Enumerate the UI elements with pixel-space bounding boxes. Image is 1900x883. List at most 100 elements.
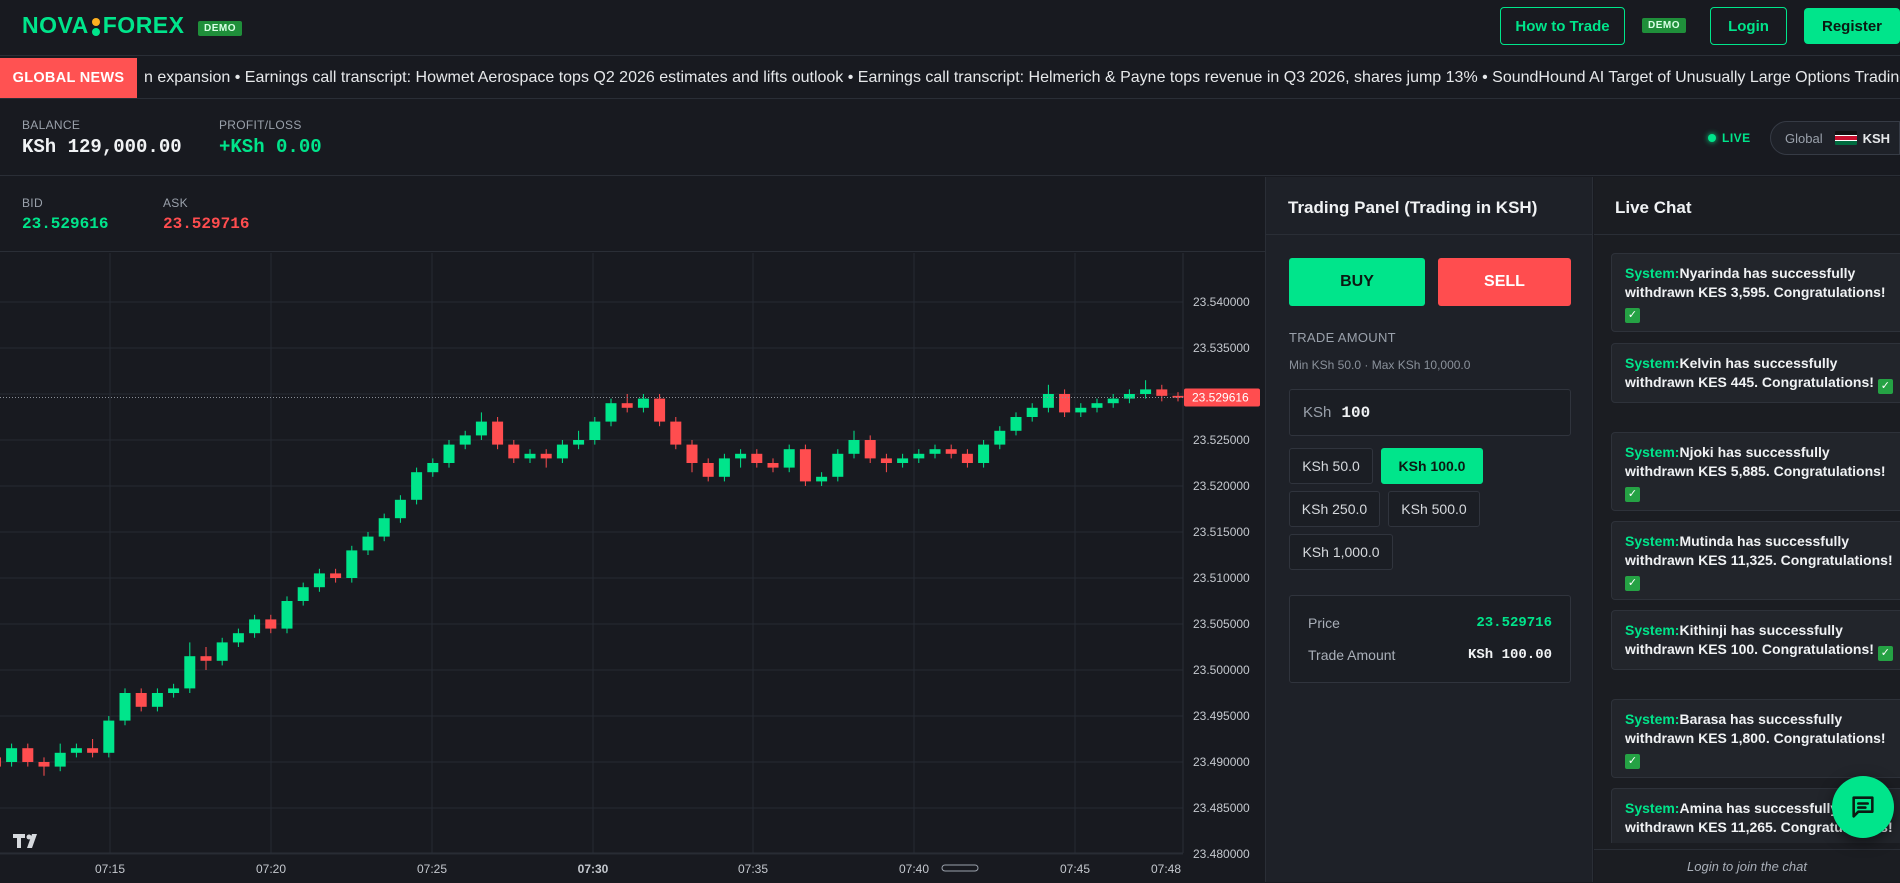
ask-label: ASK bbox=[163, 196, 188, 210]
candle bbox=[556, 444, 568, 459]
time-tick-label: 07:15 bbox=[95, 862, 125, 876]
candle bbox=[1042, 394, 1054, 408]
candle bbox=[184, 656, 196, 689]
time-tick-label: 07:20 bbox=[256, 862, 286, 876]
global-news-label: GLOBAL NEWS bbox=[0, 58, 137, 98]
candle bbox=[1010, 417, 1022, 431]
price-tick-label: 23.520000 bbox=[1193, 479, 1250, 493]
candle bbox=[864, 440, 876, 459]
time-tick-label: 07:40 bbox=[899, 862, 929, 876]
how-to-trade-button[interactable]: How to Trade bbox=[1500, 7, 1625, 45]
price-tick-label: 23.495000 bbox=[1193, 709, 1250, 723]
balance-label: BALANCE bbox=[22, 118, 81, 132]
preset-1000[interactable]: KSh 1,000.0 bbox=[1289, 534, 1393, 570]
logo[interactable]: NOVA FOREX bbox=[22, 12, 184, 39]
demo-badge: DEMO bbox=[1642, 18, 1686, 33]
account-bar: BALANCE KSh 129,000.00 PROFIT/LOSS +KSh … bbox=[0, 100, 1900, 176]
currency-code: KSH bbox=[1862, 130, 1891, 146]
summary-amount-row: Trade Amount KSh 100.00 bbox=[1308, 647, 1552, 663]
current-price-label: 23.529616 bbox=[1192, 391, 1249, 405]
candle bbox=[913, 453, 925, 459]
candle bbox=[897, 458, 909, 463]
news-ticker[interactable]: n expansion • Earnings call transcript: … bbox=[144, 69, 1900, 86]
buy-button[interactable]: BUY bbox=[1289, 258, 1425, 306]
candle bbox=[1075, 407, 1087, 413]
chat-message: System:Amina has successfully withdrawn … bbox=[1611, 788, 1900, 843]
candle bbox=[994, 430, 1006, 445]
profit-loss-value: +KSh 0.00 bbox=[219, 136, 322, 158]
login-button[interactable]: Login bbox=[1710, 7, 1787, 45]
candle bbox=[135, 693, 147, 707]
profit-loss-label: PROFIT/LOSS bbox=[219, 118, 302, 132]
time-tick-label: 07:45 bbox=[1060, 862, 1090, 876]
chat-message: System:Mutinda has successfully withdraw… bbox=[1611, 521, 1900, 600]
time-scroll-handle bbox=[941, 864, 979, 872]
candle bbox=[1156, 389, 1168, 396]
trade-amount-input[interactable] bbox=[1341, 403, 1542, 422]
news-bar: GLOBAL NEWS n expansion • Earnings call … bbox=[0, 57, 1900, 99]
balance-block: BALANCE KSh 129,000.00 bbox=[22, 118, 182, 158]
candle bbox=[799, 449, 811, 482]
candle bbox=[200, 656, 212, 661]
price-tick-label: 23.480000 bbox=[1193, 847, 1250, 861]
candle bbox=[605, 403, 617, 422]
preset-100[interactable]: KSh 100.0 bbox=[1381, 448, 1483, 484]
chat-message: System:Kelvin has successfully withdrawn… bbox=[1611, 343, 1900, 403]
candle bbox=[0, 757, 1, 767]
candle bbox=[783, 449, 795, 468]
currency-selector[interactable]: Global KSH bbox=[1770, 121, 1900, 155]
price-tick-label: 23.505000 bbox=[1193, 617, 1250, 631]
candle bbox=[718, 458, 730, 477]
time-tick-label: 07:25 bbox=[417, 862, 447, 876]
time-tick-label: 07:35 bbox=[738, 862, 768, 876]
order-summary: Price 23.529716 Trade Amount KSh 100.00 bbox=[1289, 595, 1571, 683]
ask-value: 23.529716 bbox=[163, 215, 250, 233]
candle bbox=[1091, 403, 1103, 408]
candle bbox=[281, 601, 293, 629]
candle bbox=[427, 463, 439, 473]
candle bbox=[686, 444, 698, 463]
candle bbox=[961, 453, 973, 463]
register-button[interactable]: Register bbox=[1804, 8, 1900, 44]
price-tick-label: 23.490000 bbox=[1193, 755, 1250, 769]
candlestick-chart[interactable]: 23.54000023.53500023.53000023.52500023.5… bbox=[0, 253, 1265, 883]
trading-panel-title: Trading Panel (Trading in KSH) bbox=[1266, 177, 1592, 235]
preset-250[interactable]: KSh 250.0 bbox=[1289, 491, 1380, 527]
price-tick-label: 23.525000 bbox=[1193, 433, 1250, 447]
preset-500[interactable]: KSh 500.0 bbox=[1388, 491, 1480, 527]
logo-text-left: NOVA bbox=[22, 12, 89, 38]
price-value: 23.529716 bbox=[1476, 615, 1552, 631]
bid-ask-bar: BID 23.529616 ASK 23.529716 bbox=[0, 177, 1265, 252]
candle bbox=[524, 453, 536, 459]
candle bbox=[929, 449, 941, 454]
candle bbox=[87, 748, 99, 753]
live-indicator: LIVE bbox=[1708, 131, 1751, 145]
current-price-tag bbox=[1184, 388, 1260, 407]
trade-amount-range: Min KSh 50.0 · Max KSh 10,000.0 bbox=[1289, 358, 1471, 372]
trade-amount-field[interactable]: KSh bbox=[1289, 389, 1571, 436]
candle bbox=[848, 440, 860, 454]
check-icon: ✓ bbox=[1625, 487, 1640, 502]
candle bbox=[1123, 394, 1135, 399]
check-icon: ✓ bbox=[1625, 754, 1640, 769]
bid-value: 23.529616 bbox=[22, 215, 109, 233]
chat-message: System:Kithinji has successfully withdra… bbox=[1611, 610, 1900, 670]
candle bbox=[22, 748, 34, 762]
trade-amount-label: TRADE AMOUNT bbox=[1289, 330, 1396, 345]
chat-toggle-button[interactable] bbox=[1832, 776, 1894, 838]
currency-prefix: KSh bbox=[1303, 404, 1332, 421]
chat-message: System:Nyarinda has successfully withdra… bbox=[1611, 253, 1900, 332]
candle bbox=[475, 421, 487, 436]
candle bbox=[573, 440, 585, 445]
candle bbox=[168, 688, 180, 693]
sell-button[interactable]: SELL bbox=[1438, 258, 1571, 306]
chat-messages[interactable]: System:Nyarinda has successfully withdra… bbox=[1611, 253, 1900, 843]
bid-block: BID 23.529616 bbox=[22, 196, 108, 233]
candle bbox=[621, 403, 633, 408]
candle bbox=[443, 444, 455, 463]
candle bbox=[362, 536, 374, 551]
candle bbox=[54, 752, 66, 767]
candle bbox=[702, 463, 714, 477]
preset-50[interactable]: KSh 50.0 bbox=[1289, 448, 1373, 484]
chat-login-prompt[interactable]: Login to join the chat bbox=[1594, 849, 1900, 882]
